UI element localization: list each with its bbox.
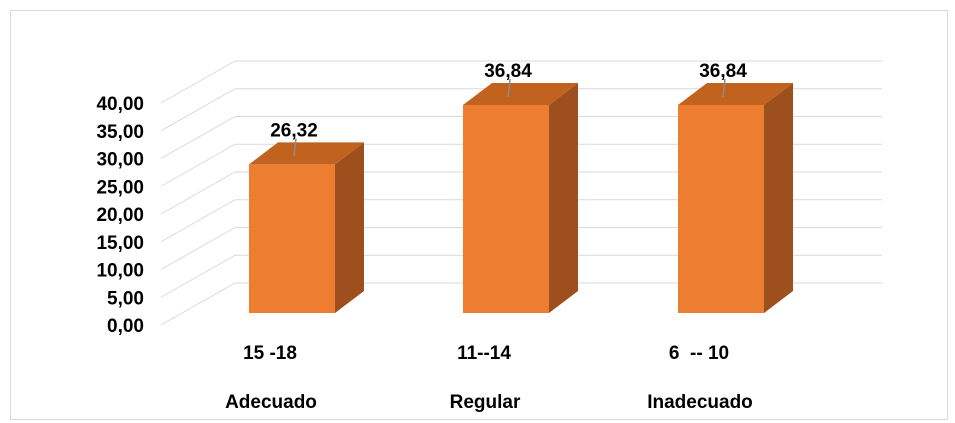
bar-side (549, 83, 578, 313)
y-tick-label: 30,00 (96, 150, 144, 171)
y-tick-label: 15,00 (96, 233, 144, 254)
gridline-diagonal (160, 282, 236, 326)
leader-line (293, 138, 297, 157)
gridline-diagonal (160, 60, 236, 104)
category-range-label: 15 -18 (243, 343, 297, 364)
data-labels: 26,32 36,84 36,84 (270, 61, 747, 157)
bar-top (463, 83, 578, 105)
y-tick-label: 35,00 (96, 122, 144, 143)
data-label: 26,32 (270, 120, 318, 141)
category-range-label: 6 -- 10 (669, 343, 729, 364)
gridline-diagonal (160, 116, 236, 159)
data-label: 36,84 (484, 61, 532, 82)
bar-side (335, 142, 364, 313)
category-label: Inadecuado (647, 392, 753, 413)
gridline-diagonal (160, 171, 236, 215)
bar-top (678, 83, 793, 105)
gridline-diagonal (160, 199, 236, 243)
category-label: Regular (450, 392, 521, 413)
bar-front (463, 105, 549, 313)
category-labels: 15 -18 Adecuado 11--14 Regular 6 -- 10 Inadec… (225, 343, 753, 413)
gridline-diagonal (160, 143, 236, 187)
data-label: 36,84 (699, 61, 747, 82)
gridline-diagonal (160, 227, 236, 270)
y-tick-label: 20,00 (96, 205, 144, 226)
leader-line (722, 78, 726, 98)
bars (249, 83, 793, 313)
bar-front (678, 105, 764, 313)
bar-front (249, 164, 335, 313)
y-tick-label: 25,00 (96, 177, 144, 198)
bar-side (764, 83, 793, 313)
y-tick-label: 10,00 (96, 261, 144, 282)
leader-line (507, 78, 511, 98)
y-tick-label: 40,00 (96, 94, 144, 115)
y-tick-label: 0,00 (107, 316, 144, 337)
gridline-diagonal (160, 88, 236, 132)
category-range-label: 11--14 (457, 343, 511, 364)
y-tick-label: 5,00 (107, 288, 144, 309)
y-axis-ticks: 0,00 5,00 10,00 15,00 20,00 25,00 30,00 35,00 40… (96, 94, 144, 337)
category-label: Adecuado (225, 392, 317, 413)
bar-top (249, 142, 364, 165)
gridline-diagonal (160, 254, 236, 298)
